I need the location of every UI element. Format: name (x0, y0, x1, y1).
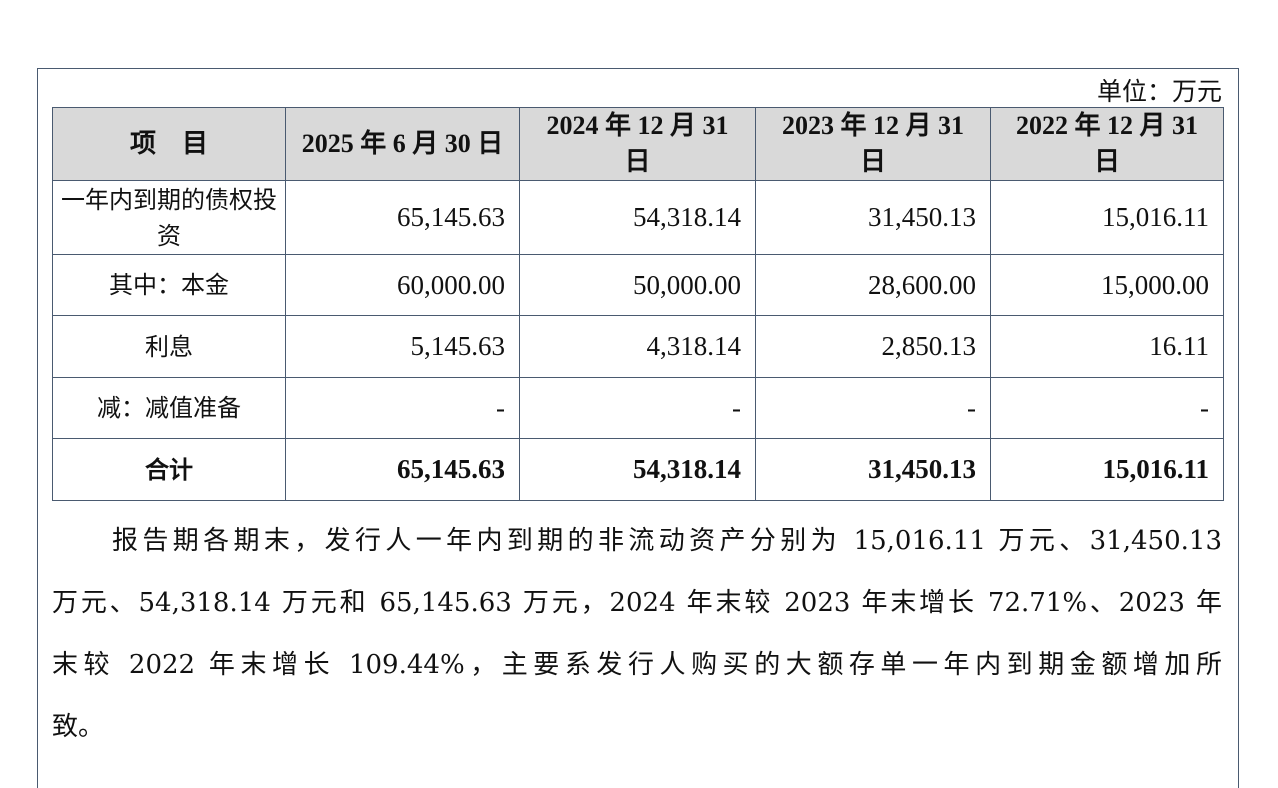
cell-value: 15,016.11 (990, 438, 1224, 501)
cell-value: 60,000.00 (285, 254, 520, 316)
table-row: 减：减值准备 - - - - (52, 377, 1224, 439)
paragraph-line: 致。 (52, 712, 105, 742)
cell-value: 31,450.13 (755, 180, 991, 255)
paragraph-line: 报告期各期末，发行人一年内到期的非流动资产分别为 15,016.11 万元、31… (112, 526, 1222, 556)
table-row: 一年内到期的债权投资 65,145.63 54,318.14 31,450.13… (52, 180, 1224, 255)
row-label: 一年内到期的债权投资 (52, 180, 286, 255)
row-label: 减：减值准备 (52, 377, 286, 439)
header-date: 2022 年 12 月 31 日 (990, 107, 1224, 181)
row-label: 利息 (52, 315, 286, 378)
header-item: 项 目 (52, 107, 286, 181)
cell-value: 5,145.63 (285, 315, 520, 378)
cell-value: 54,318.14 (519, 180, 756, 255)
cell-value: 4,318.14 (519, 315, 756, 378)
cell-value: 31,450.13 (755, 438, 991, 501)
cell-value: - (519, 377, 756, 439)
paragraph-line: 末较 2022 年末增长 109.44%，主要系发行人购买的大额存单一年内到期金… (52, 650, 1222, 680)
investment-table: 项 目 2025 年 6 月 30 日 2024 年 12 月 31 日 202… (52, 107, 1224, 501)
analysis-paragraph: 报告期各期末，发行人一年内到期的非流动资产分别为 15,016.11 万元、31… (52, 516, 1222, 764)
header-row: 项 目 2025 年 6 月 30 日 2024 年 12 月 31 日 202… (52, 107, 1224, 181)
table-row: 利息 5,145.63 4,318.14 2,850.13 16.11 (52, 315, 1224, 378)
cell-value: - (285, 377, 520, 439)
header-date: 2024 年 12 月 31 日 (519, 107, 756, 181)
row-label: 合计 (52, 438, 286, 501)
cell-value: 65,145.63 (285, 438, 520, 501)
cell-value: 54,318.14 (519, 438, 756, 501)
header-date: 2023 年 12 月 31 日 (755, 107, 991, 181)
cell-value: 28,600.00 (755, 254, 991, 316)
cell-value: 15,000.00 (990, 254, 1224, 316)
unit-label: 单位：万元 (1096, 77, 1222, 106)
paragraph-line: 万元、54,318.14 万元和 65,145.63 万元，2024 年末较 2… (52, 588, 1222, 618)
document-frame (37, 68, 1239, 788)
cell-value: 65,145.63 (285, 180, 520, 255)
cell-value: 50,000.00 (519, 254, 756, 316)
cell-value: 2,850.13 (755, 315, 991, 378)
cell-value: - (990, 377, 1224, 439)
row-label: 其中：本金 (52, 254, 286, 316)
cell-value: 16.11 (990, 315, 1224, 378)
total-row: 合计 65,145.63 54,318.14 31,450.13 15,016.… (52, 438, 1224, 501)
table-row: 其中：本金 60,000.00 50,000.00 28,600.00 15,0… (52, 254, 1224, 316)
cell-value: - (755, 377, 991, 439)
header-date: 2025 年 6 月 30 日 (285, 107, 520, 181)
cell-value: 15,016.11 (990, 180, 1224, 255)
